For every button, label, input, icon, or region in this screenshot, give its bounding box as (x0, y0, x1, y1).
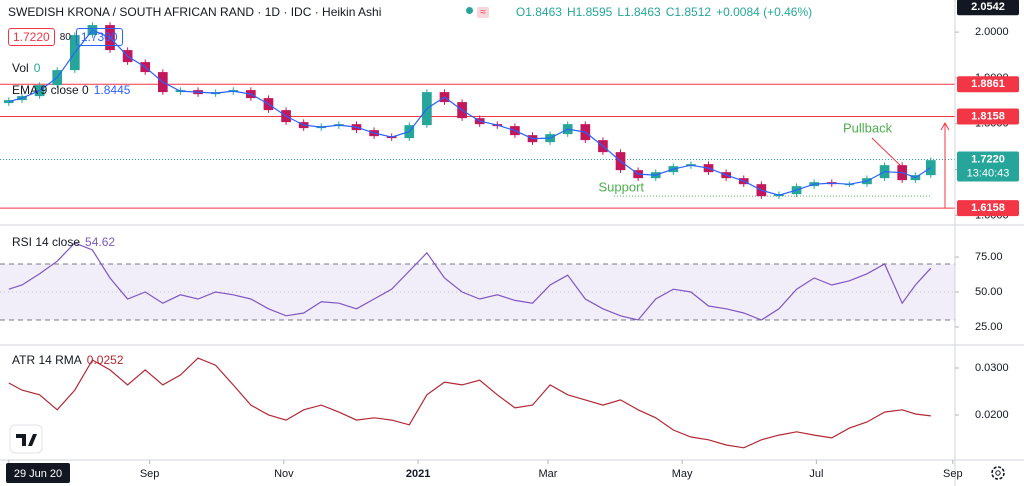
settings-icon[interactable] (991, 466, 1005, 480)
ohlc-item: +0.0084 (+0.46%) (716, 5, 813, 19)
volume-value: 0 (33, 61, 41, 75)
x-tick-label: Jul (809, 468, 823, 480)
y-tick-label: 75.00 (975, 251, 1003, 263)
sell-price[interactable]: 1.7220 (8, 28, 55, 46)
rsi-band (0, 264, 955, 320)
symbol-title: SWEDISH KRONA / SOUTH AFRICAN RAND · 1D … (8, 5, 382, 19)
x-tick-label: 29 Jun 20 (14, 468, 62, 480)
crosshair-price: 2.0542 (971, 1, 1005, 13)
legend-header: SWEDISH KRONA / SOUTH AFRICAN RAND · 1D … (8, 5, 817, 19)
level-label-bg (957, 76, 1019, 93)
ohlc-item: O1.8463 (515, 5, 562, 19)
ohlc-values: O1.8463 H1.8595 L1.8463 C1.8512 +0.0084 (+0.… (516, 5, 817, 19)
level-label-bg (957, 108, 1019, 125)
ohlc-item: H1.8595 (566, 5, 613, 19)
y-tick-label: 0.0200 (975, 409, 1009, 421)
level-label-bg (957, 200, 1019, 217)
ema-legend: EMA 9 close 0 1.8445 (12, 83, 130, 97)
x-tick-label: May (672, 468, 693, 480)
tv-logo[interactable] (9, 424, 43, 454)
ohlc-item: L1.8463 (617, 5, 661, 19)
spread: 80 (59, 31, 71, 43)
atr-value: 0.0252 (86, 353, 124, 367)
y-tick-label: 2.0000 (975, 26, 1009, 38)
candle-body (3, 100, 14, 104)
atr-name: ATR 14 RMA (12, 353, 82, 367)
indicator-line (8, 242, 932, 321)
target-arrow-head (940, 121, 950, 131)
crosshair-price-bg (957, 0, 1019, 16)
rsi-legend: RSI 14 close 54.62 (12, 235, 115, 249)
last-price-label-bg (957, 151, 1019, 182)
x-tick-highlight (6, 463, 70, 483)
support-label: Support (599, 180, 645, 195)
x-tick-label: 2021 (406, 468, 430, 480)
level-label: 1.8861 (971, 78, 1005, 90)
y-tick-label: 0.0300 (975, 362, 1009, 374)
y-tick-label: 50.00 (975, 286, 1003, 298)
level-label: 1.6158 (971, 202, 1005, 214)
legend-icons[interactable]: ≈ (466, 6, 489, 18)
indicator-line (8, 357, 931, 449)
y-tick-label: 25.00 (975, 321, 1003, 333)
level-label: 1.8158 (971, 110, 1005, 122)
last-price-label: 1.7220 (971, 153, 1005, 165)
pullback-label: Pullback (843, 120, 893, 135)
ohlc-item: C1.8512 (665, 5, 712, 19)
volume-label: Vol (12, 61, 29, 75)
x-tick-label: Sep (943, 468, 963, 480)
ema-value: 1.8445 (93, 83, 131, 97)
x-tick-label: Nov (274, 468, 294, 480)
x-tick-label: Sep (140, 468, 160, 480)
countdown: 13:40:43 (967, 167, 1010, 179)
x-tick-label: Mar (538, 468, 557, 480)
rsi-value: 54.62 (85, 235, 116, 249)
pullback-arrow (871, 137, 906, 171)
ema-line (8, 29, 932, 196)
rsi-name: RSI 14 close (12, 235, 81, 249)
volume-legend: Vol 0 (12, 61, 40, 75)
buy-price[interactable]: 1.7300 (75, 28, 123, 46)
ema-name: EMA 9 close 0 (12, 83, 89, 97)
trade-buttons: 1.7220 80 1.7300 (8, 28, 123, 46)
atr-legend: ATR 14 RMA 0.0252 (12, 353, 124, 367)
